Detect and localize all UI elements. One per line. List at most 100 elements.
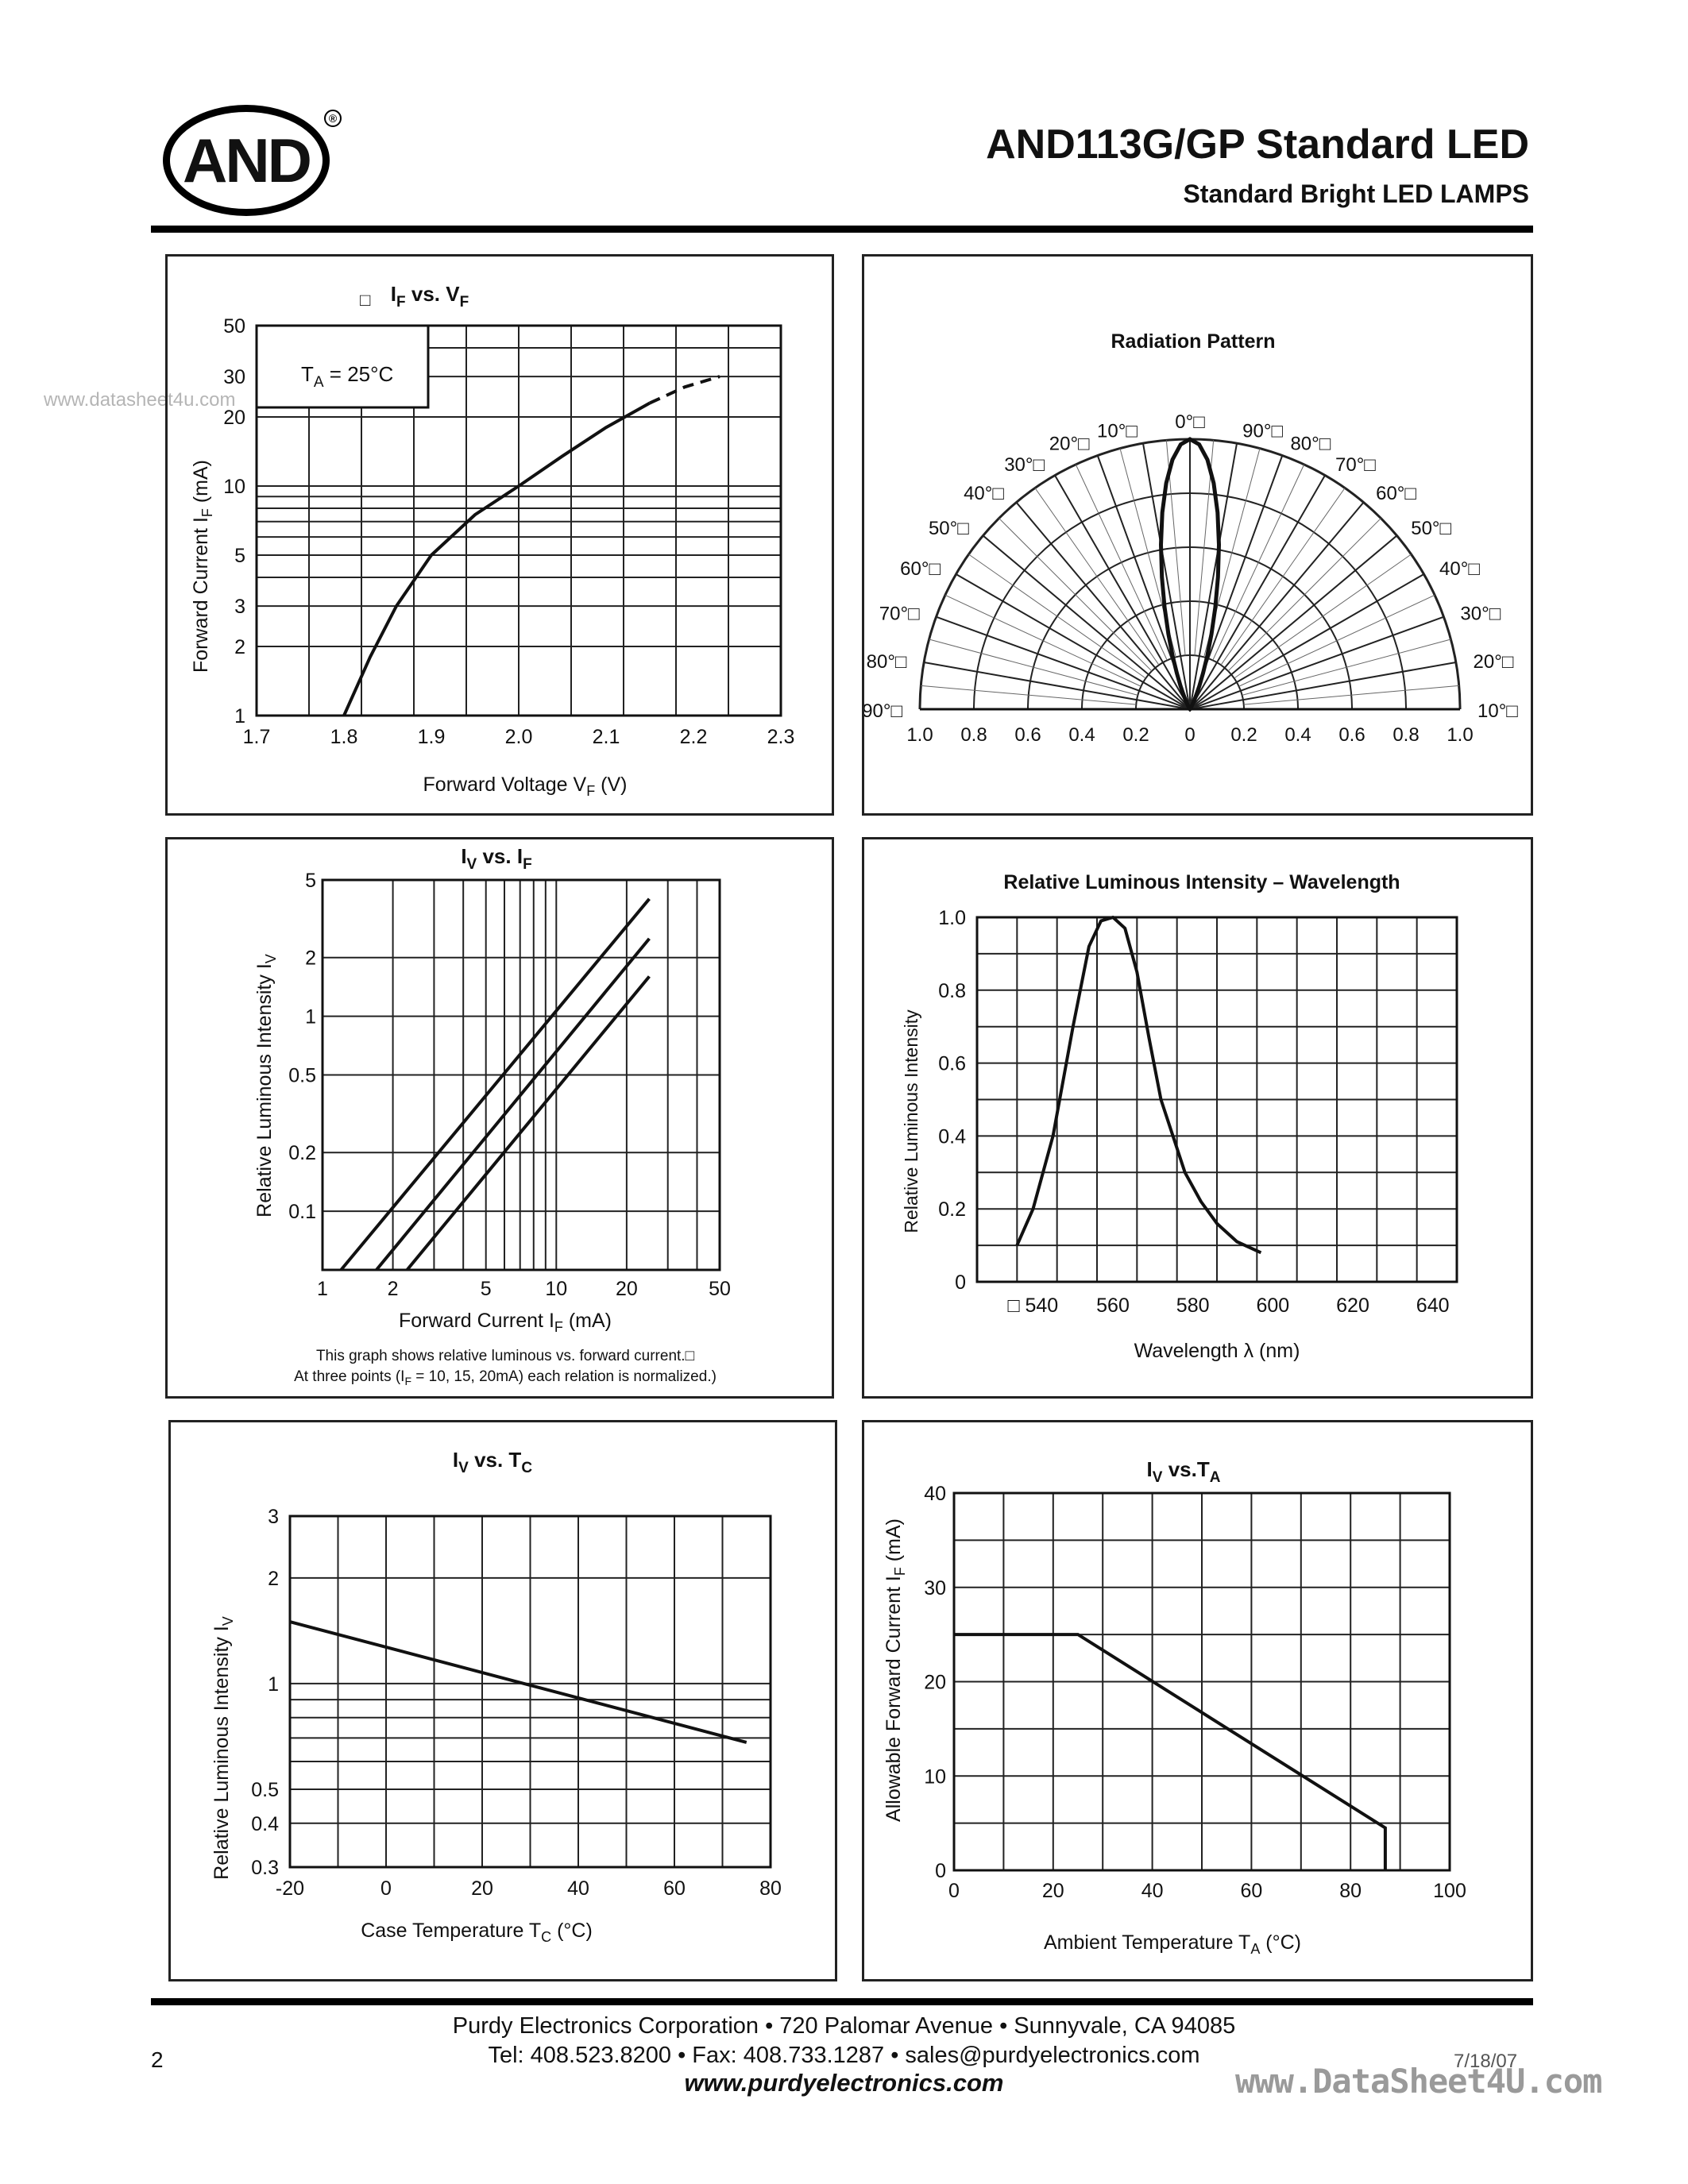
plot-frame: [288, 1515, 772, 1869]
polar-minor-spoke: [1227, 518, 1381, 672]
footer-company: Purdy Electronics Corporation • 720 Palo…: [452, 2013, 1236, 2039]
y-tick-label: 2: [305, 947, 316, 970]
x-tick-label: 20: [1042, 1880, 1064, 1902]
plot-frame: [321, 878, 721, 1271]
angle-label-right: 70°□: [1335, 454, 1376, 476]
footer-rule: [151, 1998, 1533, 2005]
y-tick-label: 0.1: [288, 1201, 316, 1223]
polar-spoke: [923, 661, 1191, 710]
y-tick-label: 30: [223, 366, 245, 388]
series-line: [1015, 916, 1262, 1255]
angle-label-right: 90°□: [1242, 420, 1283, 442]
chart-note-2: At three points (IF = 10, 15, 20mA) each…: [294, 1368, 717, 1387]
annotation-box: [255, 324, 430, 409]
x-axis-label: Wavelength λ (nm): [1134, 1340, 1300, 1362]
footer-website[interactable]: www.purdyelectronics.com: [684, 2069, 1004, 2097]
watermark-footer: www.DataSheet4U.com: [1235, 2062, 1602, 2101]
polar-spoke: [1189, 442, 1238, 710]
y-tick-label: 3: [268, 1506, 279, 1528]
radial-tick-label: 1.0: [1447, 724, 1473, 746]
polar-spoke: [956, 573, 1191, 710]
panel-iv-if: IV vs. IF 1 2 5 10 20 50 0.1 0.2 0.5 1 2 5 Forward …: [165, 837, 834, 1399]
y-tick-label: 30: [924, 1577, 946, 1599]
radiation-lobe: [1158, 437, 1222, 712]
polar-spoke: [1189, 573, 1424, 710]
angle-label-left: 60°□: [900, 558, 941, 580]
polar-spoke: [982, 534, 1191, 710]
polar-spoke: [1189, 475, 1326, 710]
angle-label-right: 50°□: [1411, 518, 1451, 539]
x-tick-label: 40: [567, 1877, 589, 1900]
angle-label-left: 10°□: [1097, 420, 1138, 442]
y-tick-label: 1: [305, 1006, 316, 1028]
chart-iv-if: IV vs. IF 1 2 5 10 20 50 0.1 0.2 0.5 1 2 5 Forward …: [253, 844, 731, 1387]
radial-tick-label: 0.6: [1014, 724, 1041, 746]
x-tick-label: 60: [1240, 1880, 1262, 1902]
x-tick-label: 640: [1416, 1295, 1450, 1317]
x-tick-label: 10: [545, 1278, 567, 1300]
x-tick-label: 0: [948, 1880, 960, 1902]
x-tick-label: 580: [1176, 1295, 1210, 1317]
y-axis-label: Forward Current IF (mA): [190, 460, 215, 673]
chart-note-1: This graph shows relative luminous vs. f…: [316, 1348, 695, 1364]
radial-tick-label: 0.4: [1284, 724, 1311, 746]
panel-iv-ta: IV vs.TA 0 20 40 60 80 100 0 10 20 30 40 Ambient T…: [862, 1420, 1533, 1981]
x-axis-label: Ambient Temperature TA (°C): [1044, 1931, 1301, 1957]
y-tick-label: 0.8: [938, 980, 966, 1002]
angle-label-left: 40°□: [964, 483, 1004, 504]
angle-label-right: 20°□: [1474, 651, 1514, 673]
y-tick-label: 0.4: [938, 1125, 966, 1148]
x-axis-label: Case Temperature TC (°C): [361, 1920, 593, 1945]
chart-iv-tc: IV vs. TC -20 0 20 40 60 80 0.3 0.4 0.5 1 2 3 Case …: [211, 1448, 782, 1945]
x-tick-label: 2.2: [680, 726, 708, 748]
footer-date: 7/18/07: [1454, 2051, 1518, 2072]
x-tick-label: 100: [1433, 1880, 1466, 1902]
footer-contact: Tel: 408.523.8200 • Fax: 408.733.1287 • …: [488, 2043, 1200, 2068]
y-axis-label: Allowable Forward Current IF (mA): [883, 1518, 908, 1822]
angle-label-left: 50°□: [929, 518, 969, 539]
polar-spoke: [1141, 442, 1191, 710]
y-tick-label: 2: [234, 636, 245, 658]
y-tick-label: 0.6: [938, 1053, 966, 1075]
polar-minor-spoke: [968, 554, 1146, 679]
x-tick-label: 0: [380, 1877, 392, 1900]
x-tick-label: 60: [663, 1877, 686, 1900]
x-tick-label: 2: [388, 1278, 399, 1300]
y-tick-label: 5: [234, 545, 245, 567]
annotation-ta: TA = 25°C: [301, 362, 393, 391]
chart-title: Relative Luminous Intensity – Wavelength: [1003, 871, 1400, 893]
x-tick-label: 50: [709, 1278, 731, 1300]
y-tick-label: 0.5: [288, 1065, 316, 1087]
y-axis-label: Relative Luminous Intensity: [901, 1009, 921, 1233]
x-tick-label: 1.7: [243, 726, 271, 748]
logo-text: AND: [183, 125, 312, 195]
page-title: AND113G/GP Standard LED: [986, 122, 1529, 168]
polar-minor-spoke: [1242, 639, 1451, 696]
radial-tick-label: 0.2: [1230, 724, 1257, 746]
series-line: [405, 975, 651, 1271]
chart-iv-ta: IV vs.TA 0 20 40 60 80 100 0 10 20 30 40 Ambient T…: [883, 1457, 1466, 1957]
polar-spoke: [1015, 501, 1191, 710]
radial-tick-label: 0: [1184, 724, 1195, 746]
y-tick-label: 0: [955, 1271, 966, 1294]
angle-label-left: 20°□: [1049, 434, 1090, 455]
polar-spoke: [1189, 615, 1444, 710]
angle-label-right: 80°□: [1290, 434, 1331, 455]
x-tick-label: 80: [1339, 1880, 1362, 1902]
x-tick-label: 20: [616, 1278, 638, 1300]
x-tick-label: 2.0: [505, 726, 533, 748]
y-tick-label: 50: [223, 315, 245, 338]
radial-tick-label: 0.8: [1393, 724, 1419, 746]
x-tick-label: 620: [1336, 1295, 1369, 1317]
polar-spoke: [1189, 661, 1457, 710]
angle-label-right: 10°□: [1477, 700, 1518, 722]
x-tick-label: 20: [471, 1877, 493, 1900]
page-number: 2: [151, 2047, 164, 2072]
angle-label-right: 40°□: [1439, 558, 1480, 580]
x-tick-label: 1: [317, 1278, 328, 1300]
polar-spoke: [936, 615, 1191, 710]
panel-if-vf: IF vs. VF □ 1.7 1.8 1.9 2.0 2.1 2.2 2.3 1 2 3 5 10 2…: [165, 254, 834, 816]
radial-tick-label: 0.4: [1068, 724, 1095, 746]
polar-spoke: [1189, 534, 1398, 710]
angle-label-right: 60°□: [1376, 483, 1416, 504]
